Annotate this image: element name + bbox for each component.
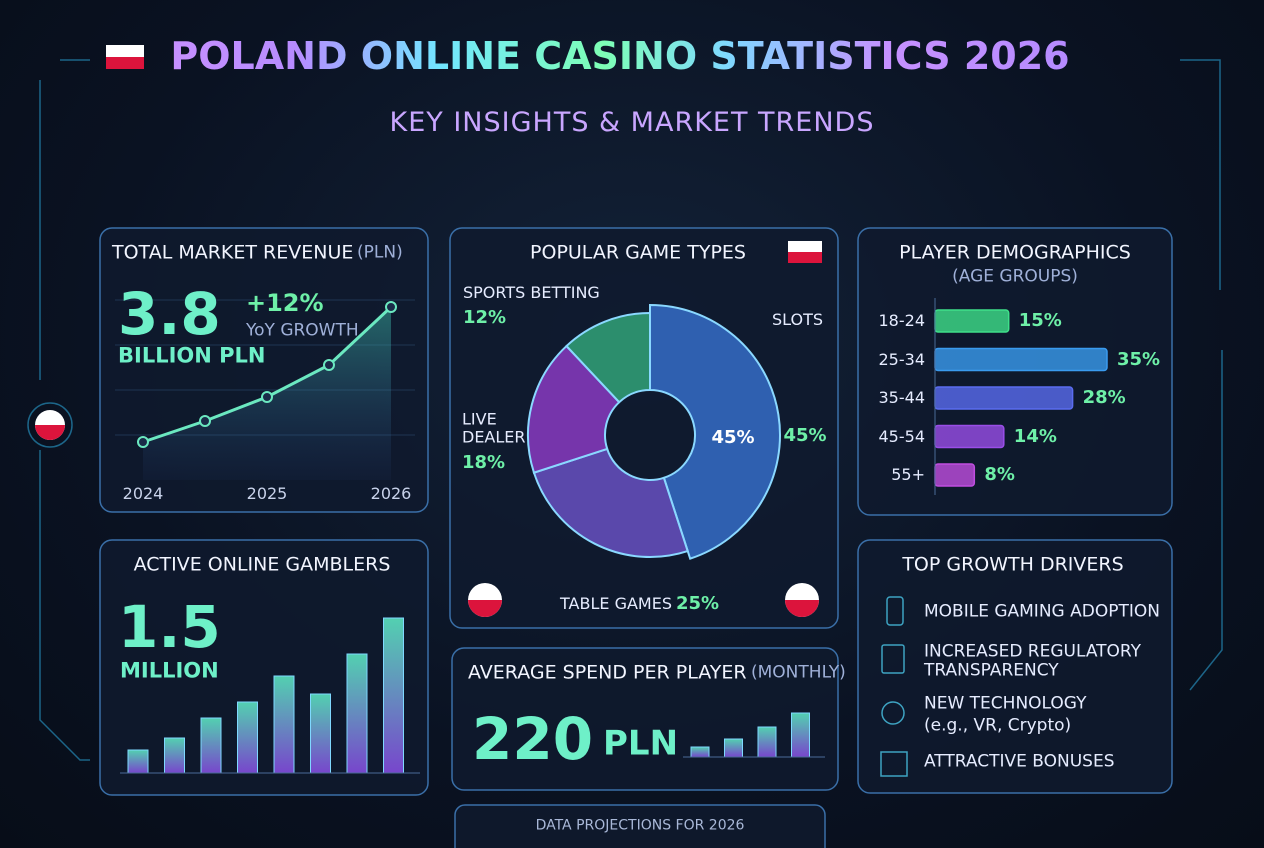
frame [27,59,1223,761]
driver-label: MOBILE GAMING ADOPTION [924,601,1160,622]
page-subtitle: KEY INSIGHTS & MARKET TRENDS [389,107,875,139]
page-title: POLAND ONLINE CASINO STATISTICS 2026 [170,34,1070,79]
point [199,415,211,427]
bar [757,726,777,758]
panel-title-unit: (MONTHLY) [751,662,846,683]
bar [127,749,149,774]
slice-value: 25% [676,593,720,615]
flag [106,57,144,69]
y-tick-label: 55+ [891,465,925,485]
bar-value: 35% [1117,348,1161,370]
bar [934,309,1010,333]
bar [934,463,976,487]
flag [788,241,822,252]
bar [383,617,404,774]
y-tick-label: 35-44 [878,388,926,408]
flag [106,45,144,57]
point [261,391,273,403]
bar [200,717,222,774]
slice-label: LIVE DEALER [462,409,526,446]
flags [35,45,822,617]
headline-value: 3.8 [118,280,221,349]
driver-label: NEW TECHNOLOGY [924,693,1087,714]
slice-value: 45% [783,425,827,447]
bar [724,738,743,758]
x-tick-label: 2026 [370,484,412,504]
y-tick-label: 45-54 [878,426,926,446]
donut-slice [649,303,781,560]
panel [454,804,826,848]
panel-title: AVERAGE SPEND PER PLAYER [468,661,747,684]
icon-phone [886,596,904,626]
slice-label: SPORTS BETTING [463,283,600,303]
panel-title: TOTAL MARKET REVENUE [112,241,354,264]
bar [791,712,810,758]
growth-value: +12% [246,288,324,317]
icons [880,596,908,777]
bar [310,693,331,774]
bar [346,653,368,774]
x-tick-label: 2024 [122,484,164,504]
panel-title: POPULAR GAME TYPES [530,241,746,264]
bar [934,424,1005,449]
flag [468,600,502,617]
panel [857,539,1173,794]
headline-unit: MILLION [120,658,219,683]
flag [35,425,65,440]
bar [934,347,1108,372]
panel-title-unit: (PLN) [357,242,403,263]
bar-value: 8% [984,464,1015,486]
donut-slice [565,311,651,404]
point [385,301,397,313]
frame-lines [39,59,1223,761]
footer: DATA PROJECTIONS FOR 2026 [535,817,745,834]
driver-label: INCREASED REGULATORY TRANSPARENCY [924,641,1142,680]
icon-gift [880,751,908,777]
headline-unit: PLN [603,723,679,764]
driver-label: ATTRACTIVE BONUSES [924,751,1115,772]
point [137,436,149,448]
slice-value: 12% [463,307,507,329]
headline-value: 1.5 [118,593,221,662]
bar [164,737,185,774]
x-tick-label: 2025 [246,484,288,504]
point [323,359,335,371]
bar-value: 14% [1013,425,1057,447]
bar [690,746,710,758]
panel-title: ACTIVE ONLINE GAMBLERS [133,553,391,576]
headline-unit: BILLION PLN [118,343,266,368]
bar [273,675,295,774]
flag [785,600,819,617]
slice-value: 45% [711,427,755,449]
slice-label: TABLE GAMES [560,594,672,614]
bar-value: 28% [1082,387,1126,409]
panel-title: PLAYER DEMOGRAPHICS [899,241,1131,264]
y-tick-label: 18-24 [878,311,926,331]
slice-label: SLOTS [772,310,824,330]
area [143,307,391,480]
donut-slice [527,344,621,474]
panel-title: TOP GROWTH DRIVERS [902,553,1124,576]
frame-ring [27,402,73,448]
donut-slice [532,447,689,558]
headline-value: 220 [472,705,594,774]
icon-gear [881,701,905,725]
icon-clipboard [881,644,905,674]
slice-value: 18% [462,452,506,474]
bar [934,386,1074,410]
flag [788,252,822,263]
driver-detail: (e.g., VR, Crypto) [924,715,1072,736]
panel [99,539,429,796]
bar-value: 15% [1018,310,1062,332]
y-tick-label: 25-34 [878,349,926,369]
growth-label: YoY GROWTH [246,320,359,341]
bar [237,701,258,774]
panel-subtitle: (AGE GROUPS) [952,266,1078,287]
